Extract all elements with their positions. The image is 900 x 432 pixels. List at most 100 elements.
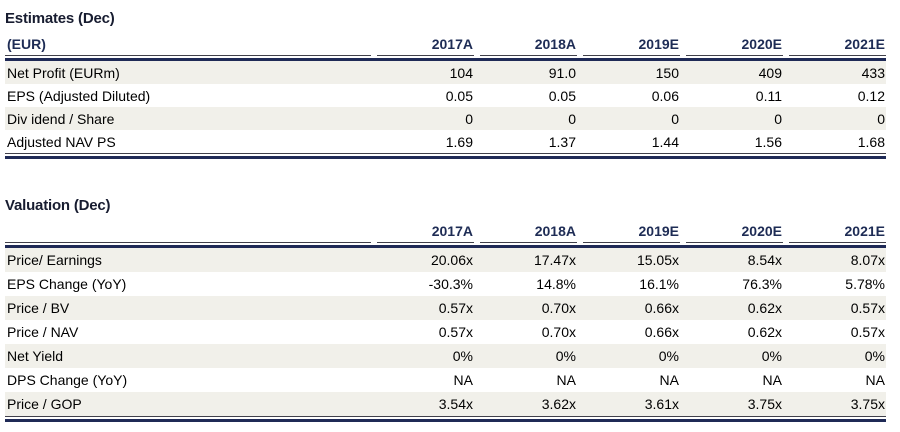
cell-value: 0.05 [548, 87, 576, 104]
cell-value: NA [659, 372, 679, 388]
cell-value: 3.61x [644, 396, 679, 412]
table-row-net-profit: Net Profit (EURm) 104 91.0 150 409 433 [5, 61, 886, 84]
cell-value: 76.3% [742, 276, 782, 292]
cell-value: NA [453, 372, 473, 388]
cell-value: 17.47x [533, 252, 576, 268]
cell-value: 409 [758, 64, 782, 81]
cell-value: 0% [658, 348, 679, 364]
cell-value: 433 [861, 64, 885, 81]
table-row-price-bv: Price / BV 0.57x 0.70x 0.66x 0.62x 0.57x [5, 296, 886, 320]
table-row-adjusted-nav-ps: Adjusted NAV PS 1.69 1.37 1.44 1.56 1.68 [5, 130, 886, 153]
cell-value: 3.62x [541, 396, 576, 412]
table-row-eps-change: EPS Change (YoY) -30.3% 14.8% 16.1% 76.3… [5, 272, 886, 296]
cell-value: NA [865, 372, 885, 388]
table-row-net-yield: Net Yield 0% 0% 0% 0% 0% [5, 344, 886, 368]
cell-value: 1.44 [651, 133, 679, 150]
table-row-price-nav: Price / NAV 0.57x 0.70x 0.66x 0.62x 0.57… [5, 320, 886, 344]
cell-value: 0.66x [644, 300, 679, 316]
row-label: Price / GOP [7, 396, 82, 412]
cell-value: 0 [774, 110, 782, 127]
column-header-2020e: 2020E [686, 222, 783, 243]
cell-value: 150 [655, 64, 679, 81]
row-label: Price / NAV [7, 324, 79, 340]
cell-value: 3.54x [438, 396, 473, 412]
cell-value: 0.11 [755, 87, 782, 104]
cell-value: 0.05 [445, 87, 473, 104]
cell-value: 0 [568, 110, 576, 127]
cell-value: 1.69 [445, 133, 473, 150]
cell-value: 0.57x [438, 324, 473, 340]
cell-value: 1.37 [548, 133, 576, 150]
table-bottom-thin-rule [5, 416, 886, 417]
cell-value: 0.62x [747, 300, 782, 316]
table-row-eps: EPS (Adjusted Diluted) 0.05 0.05 0.06 0.… [5, 84, 886, 107]
column-header-2021e: 2021E [789, 222, 886, 243]
cell-value: 3.75x [747, 396, 782, 412]
row-label: Div idend / Share [7, 110, 115, 127]
row-label: Price / BV [7, 300, 70, 316]
cell-value: 8.54x [747, 252, 782, 268]
cell-value: 1.56 [754, 133, 782, 150]
row-label: Net Yield [7, 348, 64, 364]
table-row-dps-change: DPS Change (YoY) NA NA NA NA NA [5, 368, 886, 392]
cell-value: 0% [452, 348, 473, 364]
cell-value: 0.70x [541, 300, 576, 316]
column-header-2017a: 2017A [377, 222, 474, 243]
cell-value: 0% [761, 348, 782, 364]
row-label: DPS Change (YoY) [7, 372, 128, 388]
row-label: Price/ Earnings [7, 252, 102, 268]
table-bottom-border [5, 156, 886, 159]
table-row-price-gop: Price / GOP 3.54x 3.62x 3.61x 3.75x 3.75… [5, 392, 886, 416]
cell-value: 0.57x [438, 300, 473, 316]
estimates-table: Estimates (Dec) (EUR) 2017A 2018A 2019E … [5, 9, 886, 159]
column-header-blank [5, 241, 371, 243]
row-label: EPS (Adjusted Diluted) [7, 87, 151, 104]
row-label: Net Profit (EURm) [7, 64, 120, 81]
row-label: EPS Change (YoY) [7, 276, 127, 292]
report-estimates-panel: Estimates (Dec) (EUR) 2017A 2018A 2019E … [5, 0, 886, 422]
header-divider [5, 58, 886, 61]
cell-value: 0.70x [541, 324, 576, 340]
column-header-2019e: 2019E [583, 222, 680, 243]
valuation-table-title: Valuation (Dec) [5, 197, 111, 214]
header-divider [5, 245, 886, 248]
cell-value: 0.57x [850, 324, 885, 340]
column-header-2018a: 2018A [480, 35, 577, 56]
row-label: Adjusted NAV PS [7, 133, 116, 150]
estimates-header-row: (EUR) 2017A 2018A 2019E 2020E 2021E [5, 35, 886, 56]
cell-value: 0.12 [857, 87, 885, 104]
column-header-2021e: 2021E [789, 35, 886, 56]
column-header-2018a: 2018A [480, 222, 577, 243]
table-row-dividend-share: Div idend / Share 0 0 0 0 0 [5, 107, 886, 130]
valuation-table: Valuation (Dec) 2017A 2018A 2019E 2020E … [5, 196, 886, 422]
cell-value: 104 [449, 64, 473, 81]
cell-value: NA [556, 372, 576, 388]
cell-value: 5.78% [845, 276, 885, 292]
cell-value: 8.07x [850, 252, 885, 268]
cell-value: 0.66x [644, 324, 679, 340]
column-header-2017a: 2017A [377, 35, 474, 56]
cell-value: 0.57x [850, 300, 885, 316]
cell-value: 0 [465, 110, 473, 127]
estimates-table-title: Estimates (Dec) [5, 10, 115, 27]
valuation-header-row: 2017A 2018A 2019E 2020E 2021E [5, 222, 886, 243]
cell-value: 0 [671, 110, 679, 127]
table-bottom-thin-rule [5, 153, 886, 154]
cell-value: 0.62x [747, 324, 782, 340]
cell-value: 0 [877, 110, 885, 127]
cell-value: 15.05x [636, 252, 679, 268]
cell-value: -30.3% [428, 276, 473, 292]
table-bottom-border [5, 419, 886, 422]
cell-value: 0% [864, 348, 885, 364]
cell-value: 20.06x [430, 252, 473, 268]
table-row-price-earnings: Price/ Earnings 20.06x 17.47x 15.05x 8.5… [5, 248, 886, 272]
column-header-2020e: 2020E [686, 35, 783, 56]
column-header-2019e: 2019E [583, 35, 680, 56]
cell-value: 16.1% [639, 276, 679, 292]
cell-value: 0.06 [651, 87, 679, 104]
cell-value: 1.68 [857, 133, 885, 150]
cell-value: 0% [555, 348, 576, 364]
cell-value: 3.75x [850, 396, 885, 412]
cell-value: 91.0 [548, 64, 576, 81]
column-header-unit: (EUR) [5, 35, 371, 56]
